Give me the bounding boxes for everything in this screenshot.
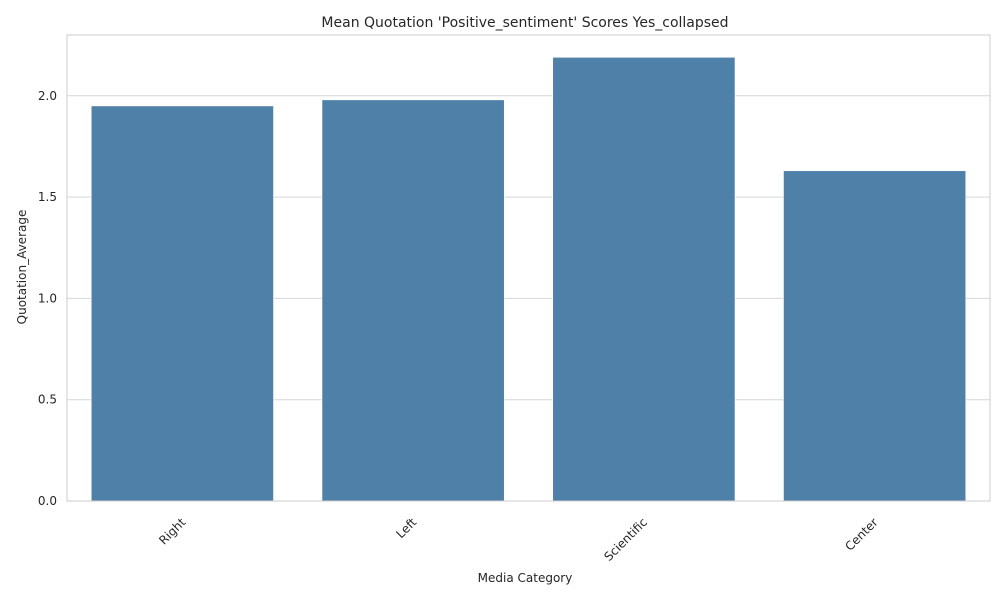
y-tick-label: 1.5 bbox=[38, 190, 57, 204]
bars bbox=[90, 56, 967, 502]
bar-center bbox=[783, 170, 967, 502]
x-axis-title: Media Category bbox=[478, 571, 573, 585]
chart-title: Mean Quotation 'Positive_sentiment' Scor… bbox=[321, 15, 728, 31]
bar-right bbox=[90, 105, 274, 502]
x-tick-label-left: Left bbox=[393, 515, 419, 541]
plot-frame bbox=[66, 34, 991, 502]
y-tick-labels: 0.0 0.5 1.0 1.5 2.0 bbox=[38, 89, 57, 508]
y-axis-title: Quotation_Average bbox=[15, 210, 29, 325]
y-tick-label: 0.0 bbox=[38, 494, 57, 508]
x-tick-labels: Right Left Scientific Center bbox=[156, 515, 881, 564]
bar-left bbox=[321, 99, 505, 502]
y-tick-label: 1.0 bbox=[38, 291, 57, 305]
bar-scientific bbox=[552, 56, 736, 502]
y-tick-label: 0.5 bbox=[38, 393, 57, 407]
x-tick-label-right: Right bbox=[156, 515, 188, 547]
y-tick-label: 2.0 bbox=[38, 89, 57, 103]
x-tick-label-center: Center bbox=[842, 515, 881, 554]
x-tick-label-scientific: Scientific bbox=[601, 515, 650, 564]
